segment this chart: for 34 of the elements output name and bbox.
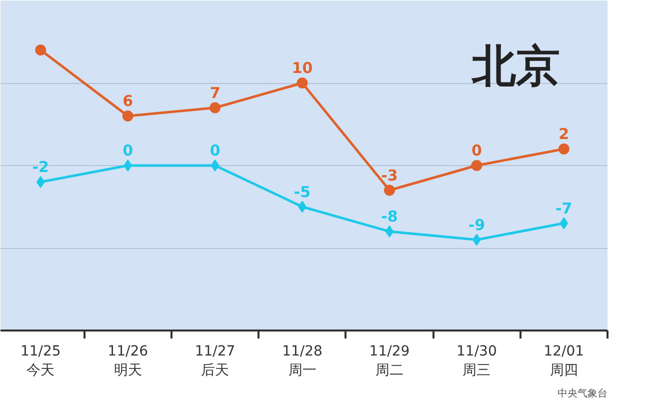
point [210, 102, 221, 114]
data-label: 0 [210, 142, 220, 160]
point [558, 144, 570, 154]
x-tick-label: 11/26 明天 [108, 344, 148, 379]
data-label: -9 [468, 216, 486, 234]
x-tick-label: 11/25 今天 [20, 344, 61, 379]
data-label: -3 [381, 166, 398, 184]
point [471, 160, 482, 171]
point [210, 160, 220, 172]
x-tick-label: 11/28 周一 [282, 344, 322, 379]
point [296, 78, 308, 88]
data-label: -5 [294, 182, 311, 201]
data-label: 2 [558, 125, 570, 143]
point [35, 44, 46, 56]
data-label: 10 [292, 59, 313, 77]
text: 中央气象台 [558, 388, 608, 400]
data-label: -8 [381, 208, 398, 226]
x-tick-label: 11/29 周二 [369, 344, 410, 379]
text: 北京 [470, 41, 560, 92]
point [384, 184, 395, 196]
data-label: 6 [122, 92, 134, 110]
data-label: 7 [210, 84, 220, 102]
data-label: 0 [471, 142, 482, 160]
x-tick-label: 11/27 后天 [194, 344, 236, 379]
point [36, 176, 45, 188]
data-label: -2 [32, 158, 49, 176]
point [124, 160, 132, 172]
point [122, 110, 134, 122]
point [385, 226, 394, 238]
x-tick-label: 12/01 周四 [544, 344, 584, 379]
data-label: -7 [556, 199, 572, 218]
data-label: 0 [122, 142, 134, 160]
point [560, 217, 568, 230]
x-tick-label: 11/30 周三 [456, 344, 497, 379]
